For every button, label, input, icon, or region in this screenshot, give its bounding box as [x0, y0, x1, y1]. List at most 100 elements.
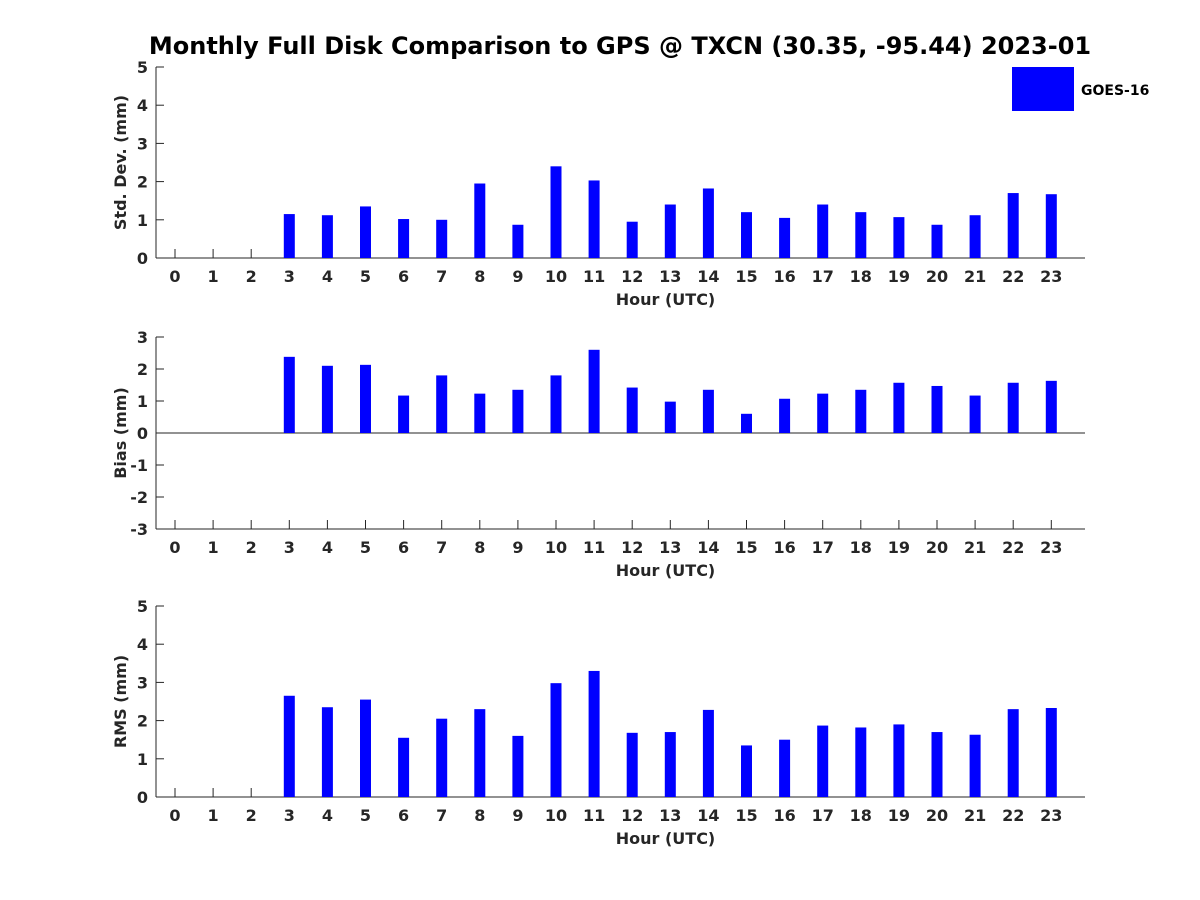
bar-hour-10 [550, 166, 562, 258]
bar-hour-21 [969, 215, 981, 258]
bar-hour-14 [702, 709, 714, 797]
bar-hour-16 [779, 217, 791, 258]
bar-hour-6 [398, 219, 410, 258]
x-tick-label: 10 [545, 538, 567, 557]
bar-hour-17 [817, 725, 829, 797]
x-tick-label: 16 [773, 267, 795, 286]
x-tick-label: 23 [1040, 806, 1062, 825]
bar-hour-22 [1007, 193, 1019, 258]
bar-hour-9 [512, 735, 524, 797]
x-tick-label: 0 [169, 538, 180, 557]
x-tick-label: 20 [926, 538, 948, 557]
bar-hour-5 [360, 699, 371, 797]
x-tick-label: 9 [512, 538, 523, 557]
x-tick-label: 17 [812, 538, 834, 557]
bar-hour-11 [588, 180, 600, 258]
x-tick-label: 8 [474, 267, 485, 286]
x-tick-label: 4 [322, 267, 333, 286]
bar-hour-7 [436, 219, 448, 258]
y-tick-label: -1 [130, 456, 148, 475]
bar-hour-14 [702, 188, 714, 258]
x-tick-label: 20 [926, 267, 948, 286]
x-axis-label: Hour (UTC) [616, 561, 716, 580]
x-tick-label: 1 [208, 538, 219, 557]
x-tick-label: 2 [246, 806, 257, 825]
x-tick-label: 15 [735, 806, 757, 825]
x-tick-label: 7 [436, 806, 447, 825]
legend: GOES-16 [1012, 67, 1149, 111]
bar-hour-5 [360, 206, 371, 258]
bar-hour-22 [1007, 709, 1019, 797]
bar-hour-6 [398, 395, 410, 433]
y-tick-label: 4 [137, 635, 148, 654]
legend-swatch [1012, 67, 1074, 111]
y-axis-label: Std. Dev. (mm) [111, 95, 130, 230]
bar-hour-12 [626, 221, 638, 258]
x-tick-label: 19 [888, 538, 910, 557]
x-tick-label: 10 [545, 267, 567, 286]
y-tick-label: 0 [137, 424, 148, 443]
bar-hour-11 [588, 349, 600, 433]
x-tick-label: 9 [512, 806, 523, 825]
bar-hour-19 [893, 217, 905, 258]
bar-hour-7 [436, 375, 448, 433]
x-tick-label: 4 [322, 806, 333, 825]
x-tick-label: 2 [246, 267, 257, 286]
legend-label: GOES-16 [1081, 83, 1149, 99]
bar-hour-13 [664, 204, 676, 258]
y-tick-label: 5 [137, 58, 148, 77]
x-tick-label: 3 [284, 806, 295, 825]
bar-hour-3 [283, 356, 295, 433]
y-tick-label: 3 [137, 328, 148, 347]
x-tick-label: 16 [773, 538, 795, 557]
x-tick-label: 19 [888, 806, 910, 825]
bar-hour-23 [1045, 707, 1057, 797]
x-tick-label: 3 [284, 267, 295, 286]
bar-hour-20 [931, 732, 943, 797]
bar-hour-16 [779, 739, 791, 797]
x-tick-label: 3 [284, 538, 295, 557]
x-tick-label: 0 [169, 806, 180, 825]
bar-hour-8 [474, 183, 486, 258]
x-tick-label: 17 [812, 267, 834, 286]
y-tick-label: 3 [137, 673, 148, 692]
bar-hour-4 [321, 215, 333, 258]
x-tick-label: 11 [583, 267, 605, 286]
bar-hour-13 [664, 401, 676, 433]
bar-hour-14 [702, 389, 714, 433]
x-tick-label: 23 [1040, 267, 1062, 286]
x-tick-label: 22 [1002, 538, 1024, 557]
bar-hour-7 [436, 718, 448, 797]
y-tick-label: 0 [137, 249, 148, 268]
x-tick-label: 6 [398, 267, 409, 286]
x-tick-label: 17 [812, 806, 834, 825]
x-tick-label: 11 [583, 806, 605, 825]
bar-hour-6 [398, 737, 410, 797]
x-tick-label: 22 [1002, 267, 1024, 286]
x-tick-label: 8 [474, 806, 485, 825]
chart-title: Monthly Full Disk Comparison to GPS @ TX… [149, 32, 1091, 60]
x-tick-label: 9 [512, 267, 523, 286]
x-tick-label: 5 [360, 806, 371, 825]
bar-hour-16 [779, 398, 791, 433]
bar-hour-4 [321, 707, 333, 797]
bar-hour-10 [550, 375, 562, 433]
x-tick-label: 13 [659, 538, 681, 557]
x-tick-label: 5 [360, 538, 371, 557]
y-tick-label: 1 [137, 392, 148, 411]
bar-hour-17 [817, 393, 829, 433]
bar-hour-18 [855, 389, 867, 433]
y-tick-label: 2 [137, 360, 148, 379]
bar-hour-18 [855, 212, 867, 258]
x-tick-label: 15 [735, 267, 757, 286]
x-tick-label: 20 [926, 806, 948, 825]
bar-hour-15 [741, 745, 752, 797]
bar-hour-19 [893, 382, 905, 433]
bar-hour-4 [321, 365, 333, 433]
x-tick-label: 15 [735, 538, 757, 557]
x-tick-label: 14 [697, 538, 719, 557]
bar-hour-19 [893, 724, 905, 797]
bar-hour-15 [741, 413, 752, 433]
